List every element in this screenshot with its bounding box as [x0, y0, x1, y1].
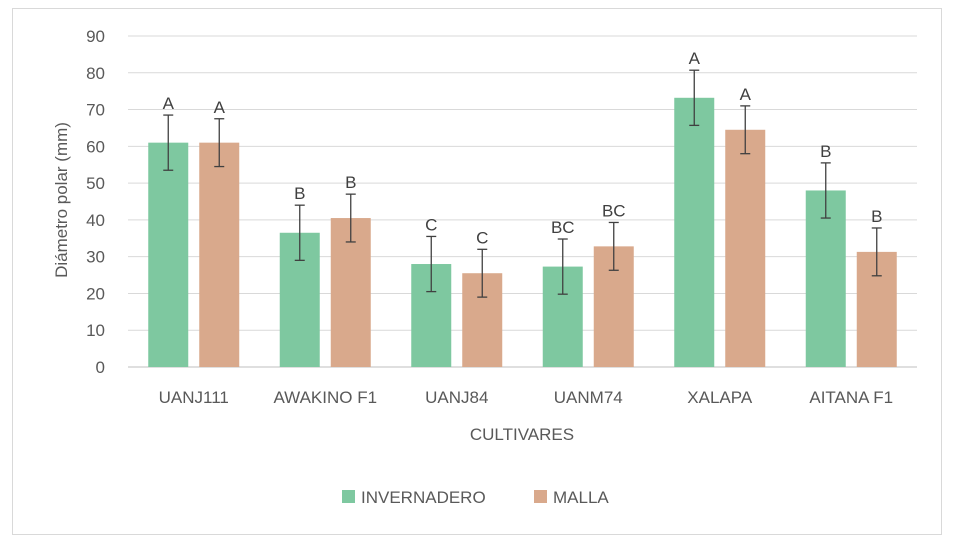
bar-malla-xalapa: [725, 129, 766, 367]
y-tick-label: 40: [86, 211, 105, 230]
legend-swatch-malla: [534, 490, 547, 503]
y-tick-label: 80: [86, 64, 105, 83]
y-tick-label: 90: [86, 27, 105, 46]
x-tick-label: AITANA F1: [809, 388, 893, 407]
y-tick-label: 60: [86, 137, 105, 156]
significance-label: B: [871, 207, 882, 226]
bar-invernadero-xalapa: [674, 97, 715, 367]
x-tick-label: UANJ111: [159, 388, 229, 407]
y-tick-label: 70: [86, 101, 105, 120]
legend: INVERNADERO MALLA: [342, 488, 609, 507]
legend-swatch-invernadero: [342, 490, 355, 503]
bar-malla-uanj111: [199, 142, 240, 367]
x-tick-label: XALAPA: [687, 388, 753, 407]
y-tick-label: 10: [86, 321, 105, 340]
x-axis-categories: UANJ111 AWAKINO F1 UANJ84 UANM74 XALAPA AITAN…: [159, 388, 894, 407]
significance-label: C: [425, 215, 437, 234]
significance-label: A: [214, 98, 226, 117]
significance-label: BC: [602, 201, 626, 220]
x-tick-label: UANM74: [554, 388, 623, 407]
y-axis-title: Diámetro polar (mm): [52, 122, 71, 278]
bar-invernadero-aitana-f1: [805, 190, 846, 367]
significance-label: A: [740, 85, 752, 104]
bars: [148, 97, 897, 367]
bar-invernadero-uanj111: [148, 142, 189, 367]
significance-label: A: [163, 94, 175, 113]
legend-label-invernadero: INVERNADERO: [361, 488, 486, 507]
significance-label: B: [345, 173, 356, 192]
y-tick-label: 0: [96, 358, 105, 377]
y-axis-ticks: 0 10 20 30 40 50 60 70 80 90: [86, 27, 105, 377]
y-tick-label: 50: [86, 174, 105, 193]
y-tick-label: 30: [86, 248, 105, 267]
legend-label-malla: MALLA: [553, 488, 609, 507]
x-axis-title: CULTIVARES: [470, 425, 574, 444]
gridlines: [128, 35, 917, 368]
significance-label: A: [689, 49, 701, 68]
x-tick-label: UANJ84: [425, 388, 488, 407]
x-tick-label: AWAKINO F1: [273, 388, 377, 407]
y-tick-label: 20: [86, 284, 105, 303]
significance-label: B: [294, 184, 305, 203]
significance-label: BC: [551, 218, 575, 237]
significance-label: C: [476, 228, 488, 247]
bar-malla-awakino-f1: [330, 218, 371, 367]
significance-label: B: [820, 142, 831, 161]
error-bars: [163, 69, 882, 298]
